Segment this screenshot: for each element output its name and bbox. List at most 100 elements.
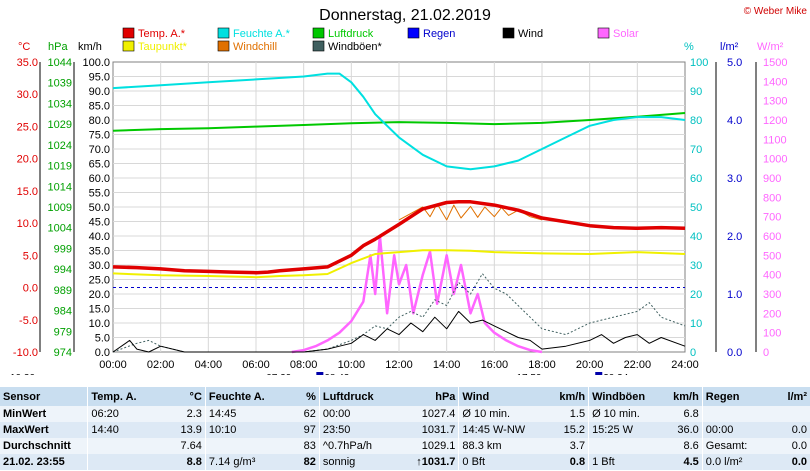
header-feuchte: Feuchte A. (204, 387, 268, 406)
cell-d-time: sonnig (318, 454, 382, 470)
unit-celsius: °C (18, 41, 30, 53)
unit-lm2: l/m² (720, 41, 739, 53)
header-regen-unit: l/m² (764, 387, 810, 406)
sunrise-box-time: 08:42 (324, 373, 349, 375)
hpa-tick-label: 1019 (48, 161, 72, 173)
pct-tick-label: 40 (690, 231, 702, 243)
wm2-tick-label: 400 (763, 270, 781, 282)
cell-b-val: 6.8 (656, 406, 703, 422)
header-sensor: Sensor (0, 387, 88, 406)
cell-r-val: 0.0 (764, 438, 810, 454)
copyright: © Weber Mike (744, 6, 808, 17)
cell-t-time: 14:40 (87, 422, 144, 438)
cell-f-val: 62 (267, 406, 320, 422)
legend-swatch (312, 27, 325, 39)
pct-tick-label: 90 (690, 86, 702, 98)
header-boeen-unit: km/h (656, 387, 703, 406)
grid (112, 61, 686, 353)
legend-swatch (597, 27, 610, 39)
kmh-tick-label: 100.0 (82, 57, 110, 69)
table-row: MinWert 06:20 2.3 14:45 62 00:00 1027.4 Ø 10 mi… (0, 406, 810, 422)
wm2-tick-label: 1500 (763, 57, 787, 69)
cell-d-val: ↑1031.7 (381, 454, 459, 470)
header-druck: Luftdruck (318, 387, 382, 406)
x-tick-label: 02:00 (147, 359, 175, 371)
x-tick-label: 10:00 (338, 359, 366, 371)
hpa-tick-label: 984 (54, 306, 72, 318)
temp-tick-label: 0.0 (23, 283, 38, 295)
kmh-tick-label: 90.0 (89, 86, 110, 98)
cell-f-time (204, 438, 268, 454)
lm2-tick-label: 0.0 (727, 347, 742, 359)
kmh-tick-label: 75.0 (89, 130, 110, 142)
kmh-tick-label: 95.0 (89, 72, 110, 84)
series-tempa (112, 200, 686, 275)
temp-tick-label: 30.0 (17, 89, 38, 101)
table-row: Durchschnitt 7.64 83 ^0.7hPa/h 1029.1 88.3 km… (0, 438, 810, 454)
legend-label: Taupunkt* (138, 41, 188, 53)
hpa-tick-label: 979 (54, 326, 72, 338)
cell-w-time: Ø 10 min. (458, 406, 547, 422)
wm2-tick-label: 800 (763, 192, 781, 204)
wm2-tick-label: 1100 (763, 134, 787, 146)
weather-chart: Donnerstag, 21.02.2019 © Weber Mike Temp… (10, 6, 808, 375)
legend-label: Windböen* (328, 41, 383, 53)
x-tick-label: 14:00 (433, 359, 461, 371)
kmh-tick-label: 80.0 (89, 115, 110, 127)
wm2-tick-label: 1000 (763, 154, 787, 166)
unit-hpa: hPa (48, 41, 68, 53)
pct-tick-label: 70 (690, 144, 702, 156)
temp-tick-label: 5.0 (23, 250, 38, 262)
legend-swatch (312, 40, 325, 52)
cell-w-time: 14:45 W-NW (458, 422, 547, 438)
table-header-row: Sensor Temp. A. °C Feuchte A. % Luftdruc… (0, 387, 810, 406)
hpa-tick-label: 1004 (48, 223, 72, 235)
wm2-tick-label: 200 (763, 308, 781, 320)
kmh-tick-label: 20.0 (89, 289, 110, 301)
wm2-tick-label: 600 (763, 231, 781, 243)
header-regen: Regen (701, 387, 765, 406)
wm2-tick-label: 700 (763, 212, 781, 224)
pct-tick-label: 60 (690, 173, 702, 185)
hpa-tick-label: 1024 (48, 140, 72, 152)
lm2-tick-label: 3.0 (727, 173, 742, 185)
unit-labels: °C hPa km/h% l/m² W/m² (18, 41, 784, 53)
chart-title: Donnerstag, 21.02.2019 (319, 7, 491, 24)
cell-w-val: 15.2 (546, 422, 589, 438)
table-row: MaxWert 14:40 13.9 10:10 97 23:50 1031.7 14:45 … (0, 422, 810, 438)
moonset-time: 10:30 (10, 373, 35, 375)
legend-swatch (122, 40, 135, 52)
kmh-tick-label: 10.0 (89, 318, 110, 330)
header-wind-unit: km/h (546, 387, 589, 406)
legend-label: Solar (613, 28, 639, 40)
temp-tick-label: 15.0 (17, 186, 38, 198)
table-row: 21.02. 23:55 8.8 7.14 g/m³ 82 sonnig ↑1031.7 0… (0, 454, 810, 470)
pct-tick-label: 100 (690, 57, 708, 69)
hpa-tick-label: 989 (54, 285, 72, 297)
cell-f-time: 10:10 (204, 422, 268, 438)
hpa-tick-label: 1034 (48, 98, 72, 110)
moonrise-icon (595, 372, 603, 375)
x-tick-label: 06:00 (242, 359, 270, 371)
cell-r-time (701, 406, 765, 422)
cell-b-val: 4.5 (656, 454, 703, 470)
temp-tick-label: 25.0 (17, 121, 38, 133)
cell-d-val: 1031.7 (381, 422, 459, 438)
wm2-tick-label: 900 (763, 173, 781, 185)
pct-tick-label: 10 (690, 318, 702, 330)
kmh-tick-label: 55.0 (89, 188, 110, 200)
series-feuchtea (112, 72, 686, 171)
x-tick-label: 22:00 (624, 359, 652, 371)
wm2-tick-label: 300 (763, 289, 781, 301)
cell-f-val: 83 (267, 438, 320, 454)
lm2-tick-label: 5.0 (727, 57, 742, 69)
series-windchill (398, 203, 543, 221)
kmh-tick-label: 40.0 (89, 231, 110, 243)
header-wind: Wind (458, 387, 547, 406)
moonrise-time: 20:34 (603, 373, 628, 375)
series-taupunkt (112, 249, 686, 279)
hpa-tick-label: 999 (54, 243, 72, 255)
cell-w-val: 0.8 (546, 454, 589, 470)
kmh-tick-label: 45.0 (89, 217, 110, 229)
cell-label: Durchschnitt (0, 438, 88, 454)
